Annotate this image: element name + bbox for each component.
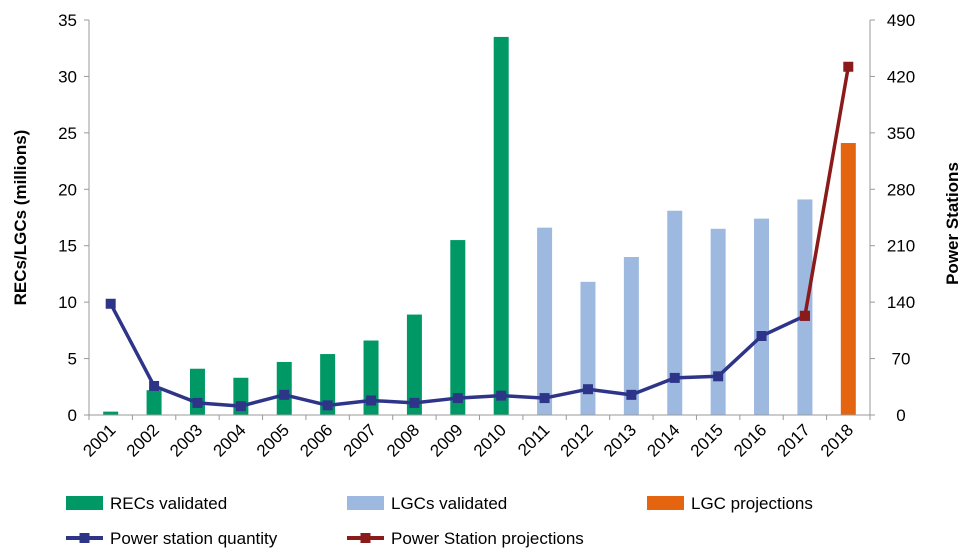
line-power-station-projections xyxy=(803,66,851,317)
bar-lgcs-validated-2014 xyxy=(667,210,683,415)
x-tick-label-2011: 2011 xyxy=(514,420,553,459)
marker-power-station-projections-2017 xyxy=(799,310,810,321)
y-right-tick-label: 420 xyxy=(887,67,915,86)
bar-recs-validated-2006 xyxy=(320,354,336,415)
legend-label-power-station-projections: Power Station projections xyxy=(391,529,584,548)
x-tick-label-2015: 2015 xyxy=(687,420,727,460)
marker-power-station-projections-2018 xyxy=(843,61,854,72)
bar-recs-validated-2001 xyxy=(103,411,119,415)
y-left-tick-label: 35 xyxy=(58,11,77,30)
y-right-tick-label: 350 xyxy=(887,124,915,143)
x-tick-label-2010: 2010 xyxy=(470,420,510,460)
bar-lgcs-validated-2016 xyxy=(754,218,770,415)
x-tick-label-2002: 2002 xyxy=(123,420,163,460)
marker-power-station-quantity-2004 xyxy=(235,401,246,412)
y-right-tick-label: 210 xyxy=(887,237,915,256)
legend: RECs validated LGCs validated LGC projecti… xyxy=(66,494,813,548)
x-tick-label-2017: 2017 xyxy=(774,420,814,460)
marker-power-station-quantity-2016 xyxy=(756,331,767,341)
plot-area xyxy=(103,36,856,416)
y-left-tick-label: 10 xyxy=(58,293,77,312)
legend-label-recs-validated: RECs validated xyxy=(110,494,227,513)
legend-label-lgc-projections: LGC projections xyxy=(691,494,813,513)
bar-recs-validated-2010 xyxy=(493,36,509,416)
marker-power-station-quantity-2014 xyxy=(669,372,680,383)
legend-swatch-lgcs-validated xyxy=(347,496,384,510)
y-right-tick-label: 0 xyxy=(896,406,905,425)
legend-marker-power-station-projections xyxy=(360,533,371,543)
marker-power-station-quantity-2007 xyxy=(366,395,377,406)
marker-power-station-quantity-2005 xyxy=(279,389,290,400)
marker-power-station-quantity-2013 xyxy=(626,389,637,400)
bar-lgcs-validated-2015 xyxy=(710,228,726,415)
x-tick-label-2005: 2005 xyxy=(253,420,293,460)
legend-label-power-station-quantity: Power station quantity xyxy=(110,529,278,548)
marker-power-station-quantity-2001 xyxy=(105,298,116,309)
x-tick-label-2007: 2007 xyxy=(340,420,380,460)
legend-marker-power-station-quantity xyxy=(79,533,90,543)
bar-lgcs-validated-2013 xyxy=(623,257,639,415)
y-left-tick-label: 30 xyxy=(58,67,77,86)
y-left-tick-label: 25 xyxy=(58,124,77,143)
legend-swatch-lgc-projections xyxy=(647,496,684,510)
legend-swatch-recs-validated xyxy=(66,496,103,510)
y-left-tick-label: 5 xyxy=(68,350,77,369)
x-tick-label-2018: 2018 xyxy=(817,420,857,460)
marker-power-station-quantity-2002 xyxy=(149,380,160,391)
marker-power-station-quantity-2015 xyxy=(713,371,724,382)
marker-power-station-quantity-2012 xyxy=(582,384,593,395)
bar-recs-validated-2005 xyxy=(276,361,292,415)
bar-lgc-projections-2018 xyxy=(840,143,856,415)
marker-power-station-quantity-2006 xyxy=(322,400,333,411)
bar-recs-validated-2008 xyxy=(406,314,422,415)
bar-lgcs-validated-2012 xyxy=(580,281,596,415)
x-tick-label-2006: 2006 xyxy=(296,420,336,460)
x-tick-label-2008: 2008 xyxy=(383,420,423,460)
bar-recs-validated-2002 xyxy=(146,390,162,415)
x-tick-label-2012: 2012 xyxy=(557,420,597,460)
marker-power-station-quantity-2011 xyxy=(539,393,550,404)
y-right-tick-label: 70 xyxy=(892,350,911,369)
x-tick-label-2013: 2013 xyxy=(600,420,640,460)
y-right-tick-label: 140 xyxy=(887,293,915,312)
x-tick-label-2003: 2003 xyxy=(166,420,206,460)
y-left-tick-label: 20 xyxy=(58,180,77,199)
x-tick-label-2016: 2016 xyxy=(730,420,770,460)
x-tick-label-2004: 2004 xyxy=(210,420,250,460)
bar-recs-validated-2009 xyxy=(450,240,466,415)
y-left-tick-label: 15 xyxy=(58,237,77,256)
marker-power-station-quantity-2003 xyxy=(192,397,203,408)
x-tick-label-2001: 2001 xyxy=(79,420,119,460)
y-right-tick-label: 280 xyxy=(887,180,915,199)
marker-power-station-quantity-2010 xyxy=(496,390,507,401)
bar-recs-validated-2003 xyxy=(189,368,205,415)
legend-label-lgcs-validated: LGCs validated xyxy=(391,494,507,513)
y-left-tick-label: 0 xyxy=(68,406,77,425)
y-axis-left-title: RECs/LGCs (millions) xyxy=(11,130,30,306)
bar-lgcs-validated-2011 xyxy=(537,227,553,415)
marker-power-station-quantity-2009 xyxy=(452,393,463,404)
y-axis-right-title: Power Stations xyxy=(943,162,962,285)
marker-power-station-quantity-2008 xyxy=(409,397,420,408)
y-right-tick-label: 490 xyxy=(887,11,915,30)
x-tick-label-2014: 2014 xyxy=(643,420,683,460)
x-tick-label-2009: 2009 xyxy=(426,420,466,460)
